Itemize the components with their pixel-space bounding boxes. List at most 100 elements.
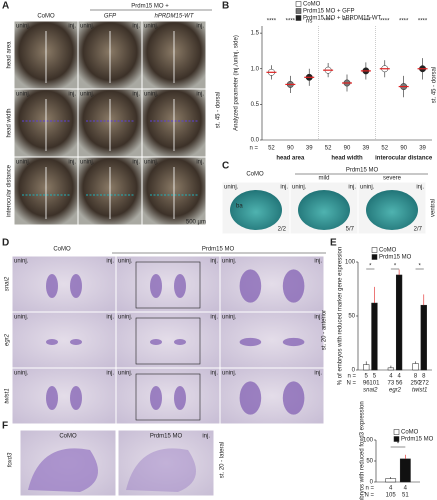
n-label: 52 <box>268 146 275 152</box>
column-header: severe <box>383 176 402 182</box>
scale-bar-label: 500 µm <box>186 220 206 226</box>
n-label: 90 <box>287 146 294 152</box>
photo-label: inj. <box>132 160 140 166</box>
embryo-photo <box>11 367 117 425</box>
y-tick-label: 0 <box>352 368 356 374</box>
side-label: ventral <box>431 199 437 217</box>
zoom-box <box>135 261 201 309</box>
significance: * <box>394 264 397 270</box>
x-group-label: interocular distance <box>375 156 433 162</box>
bar <box>399 458 411 483</box>
column-group: Prdm15 MO <box>346 168 379 174</box>
photo-label: inj. <box>314 259 322 265</box>
legend-label: CoMO <box>303 2 321 8</box>
side-label: head width <box>7 108 13 137</box>
photo-label: inj. <box>210 259 218 265</box>
expression-stain <box>239 269 262 303</box>
significance: **** <box>399 19 409 25</box>
n-label: 4 <box>404 486 408 492</box>
photo-label: inj. <box>106 259 114 265</box>
y-tick-label: 0.5 <box>251 102 260 108</box>
x-tick-label: twist1 <box>412 388 427 394</box>
expression-stain <box>239 381 262 415</box>
side-label: % of embryos with reduced marker gene ex… <box>338 247 344 385</box>
side-label: interocular distance <box>7 164 13 217</box>
expression-stain <box>46 339 58 345</box>
photo-label: inj. <box>416 185 424 191</box>
photo-label: inj. <box>314 371 322 377</box>
side-label: st. 20 - lateral <box>220 442 226 478</box>
n-label: 39 <box>363 146 370 152</box>
photo-label: uninj. <box>118 315 133 321</box>
bar <box>371 302 378 371</box>
legend-swatch <box>371 247 378 253</box>
column-header: CoMO <box>246 172 264 178</box>
photo-label: inj. <box>210 371 218 377</box>
photo-label: uninj. <box>222 371 237 377</box>
bar <box>363 364 370 371</box>
column-header: CoMO <box>59 434 77 440</box>
expression-stain <box>70 339 82 345</box>
significance: **** <box>286 19 296 25</box>
embryo-photo <box>219 255 325 313</box>
n-label: 8 <box>414 374 418 380</box>
photo-label: inj. <box>280 185 288 191</box>
N-label: 51 <box>402 493 409 499</box>
photo-label: inj. <box>68 24 76 30</box>
photo-label: uninj. <box>222 259 237 265</box>
side-label: % of embryos with reduced foxd3 expressi… <box>360 401 366 500</box>
expression-stain <box>282 337 305 347</box>
column-header: CoMO <box>53 247 71 253</box>
n-prefix: n = <box>365 486 374 492</box>
legend-swatch <box>295 15 302 21</box>
embryo-photo <box>11 311 117 369</box>
panel-letter: A <box>2 1 9 12</box>
photo-label: uninj. <box>144 92 159 98</box>
embryo-photo <box>115 367 221 425</box>
cartilage <box>230 190 282 230</box>
side-label: st. 45 - dorsal <box>432 67 437 103</box>
bar <box>412 363 419 371</box>
embryo-photo <box>11 255 117 313</box>
fraction: 2/2 <box>278 227 287 233</box>
expression-stain <box>46 274 58 298</box>
column-header: hPRDM15-WT <box>154 14 194 20</box>
photo-label: uninj. <box>144 24 159 30</box>
photo-label: uninj. <box>292 185 307 191</box>
significance: **** <box>361 19 371 25</box>
y-tick-label: 50 <box>348 314 355 320</box>
y-tick-label: 0.0 <box>251 138 260 144</box>
n-label: 5 <box>365 374 369 380</box>
cartilage <box>298 190 350 230</box>
row-label: snai2 <box>5 276 11 291</box>
legend-swatch <box>295 1 302 7</box>
photo-label: uninj. <box>14 315 29 321</box>
row-label: twist1 <box>5 388 11 403</box>
expression-stain <box>239 337 262 347</box>
column-header: CoMO <box>37 14 55 20</box>
photo-label: uninj. <box>80 92 95 98</box>
photo-label: inj. <box>348 185 356 191</box>
side-label: head area <box>7 41 13 69</box>
legend-label: CoMO <box>401 430 419 436</box>
legend-label: Prdm15 MO + hPRDM15-WT <box>303 16 382 22</box>
embryo <box>28 448 98 492</box>
N-label: 272 <box>419 381 430 387</box>
panel-letter: F <box>2 421 8 432</box>
legend-label: Prdm15 MO <box>379 255 412 261</box>
embryo <box>126 448 196 492</box>
photo-label: inj. <box>68 160 76 166</box>
n-prefix: n = <box>347 374 356 380</box>
n-label: 8 <box>422 374 426 380</box>
n-label: 39 <box>419 146 426 152</box>
photo-label: inj. <box>132 92 140 98</box>
photo-label: uninj. <box>144 160 159 166</box>
y-tick-label: 50 <box>366 459 373 465</box>
expression-stain <box>46 386 58 410</box>
expression-stain <box>174 274 186 298</box>
photo-label: uninj. <box>360 185 375 191</box>
photo-label: uninj. <box>222 315 237 321</box>
structure-label: ba <box>236 204 243 210</box>
photo-label: uninj. <box>16 92 31 98</box>
